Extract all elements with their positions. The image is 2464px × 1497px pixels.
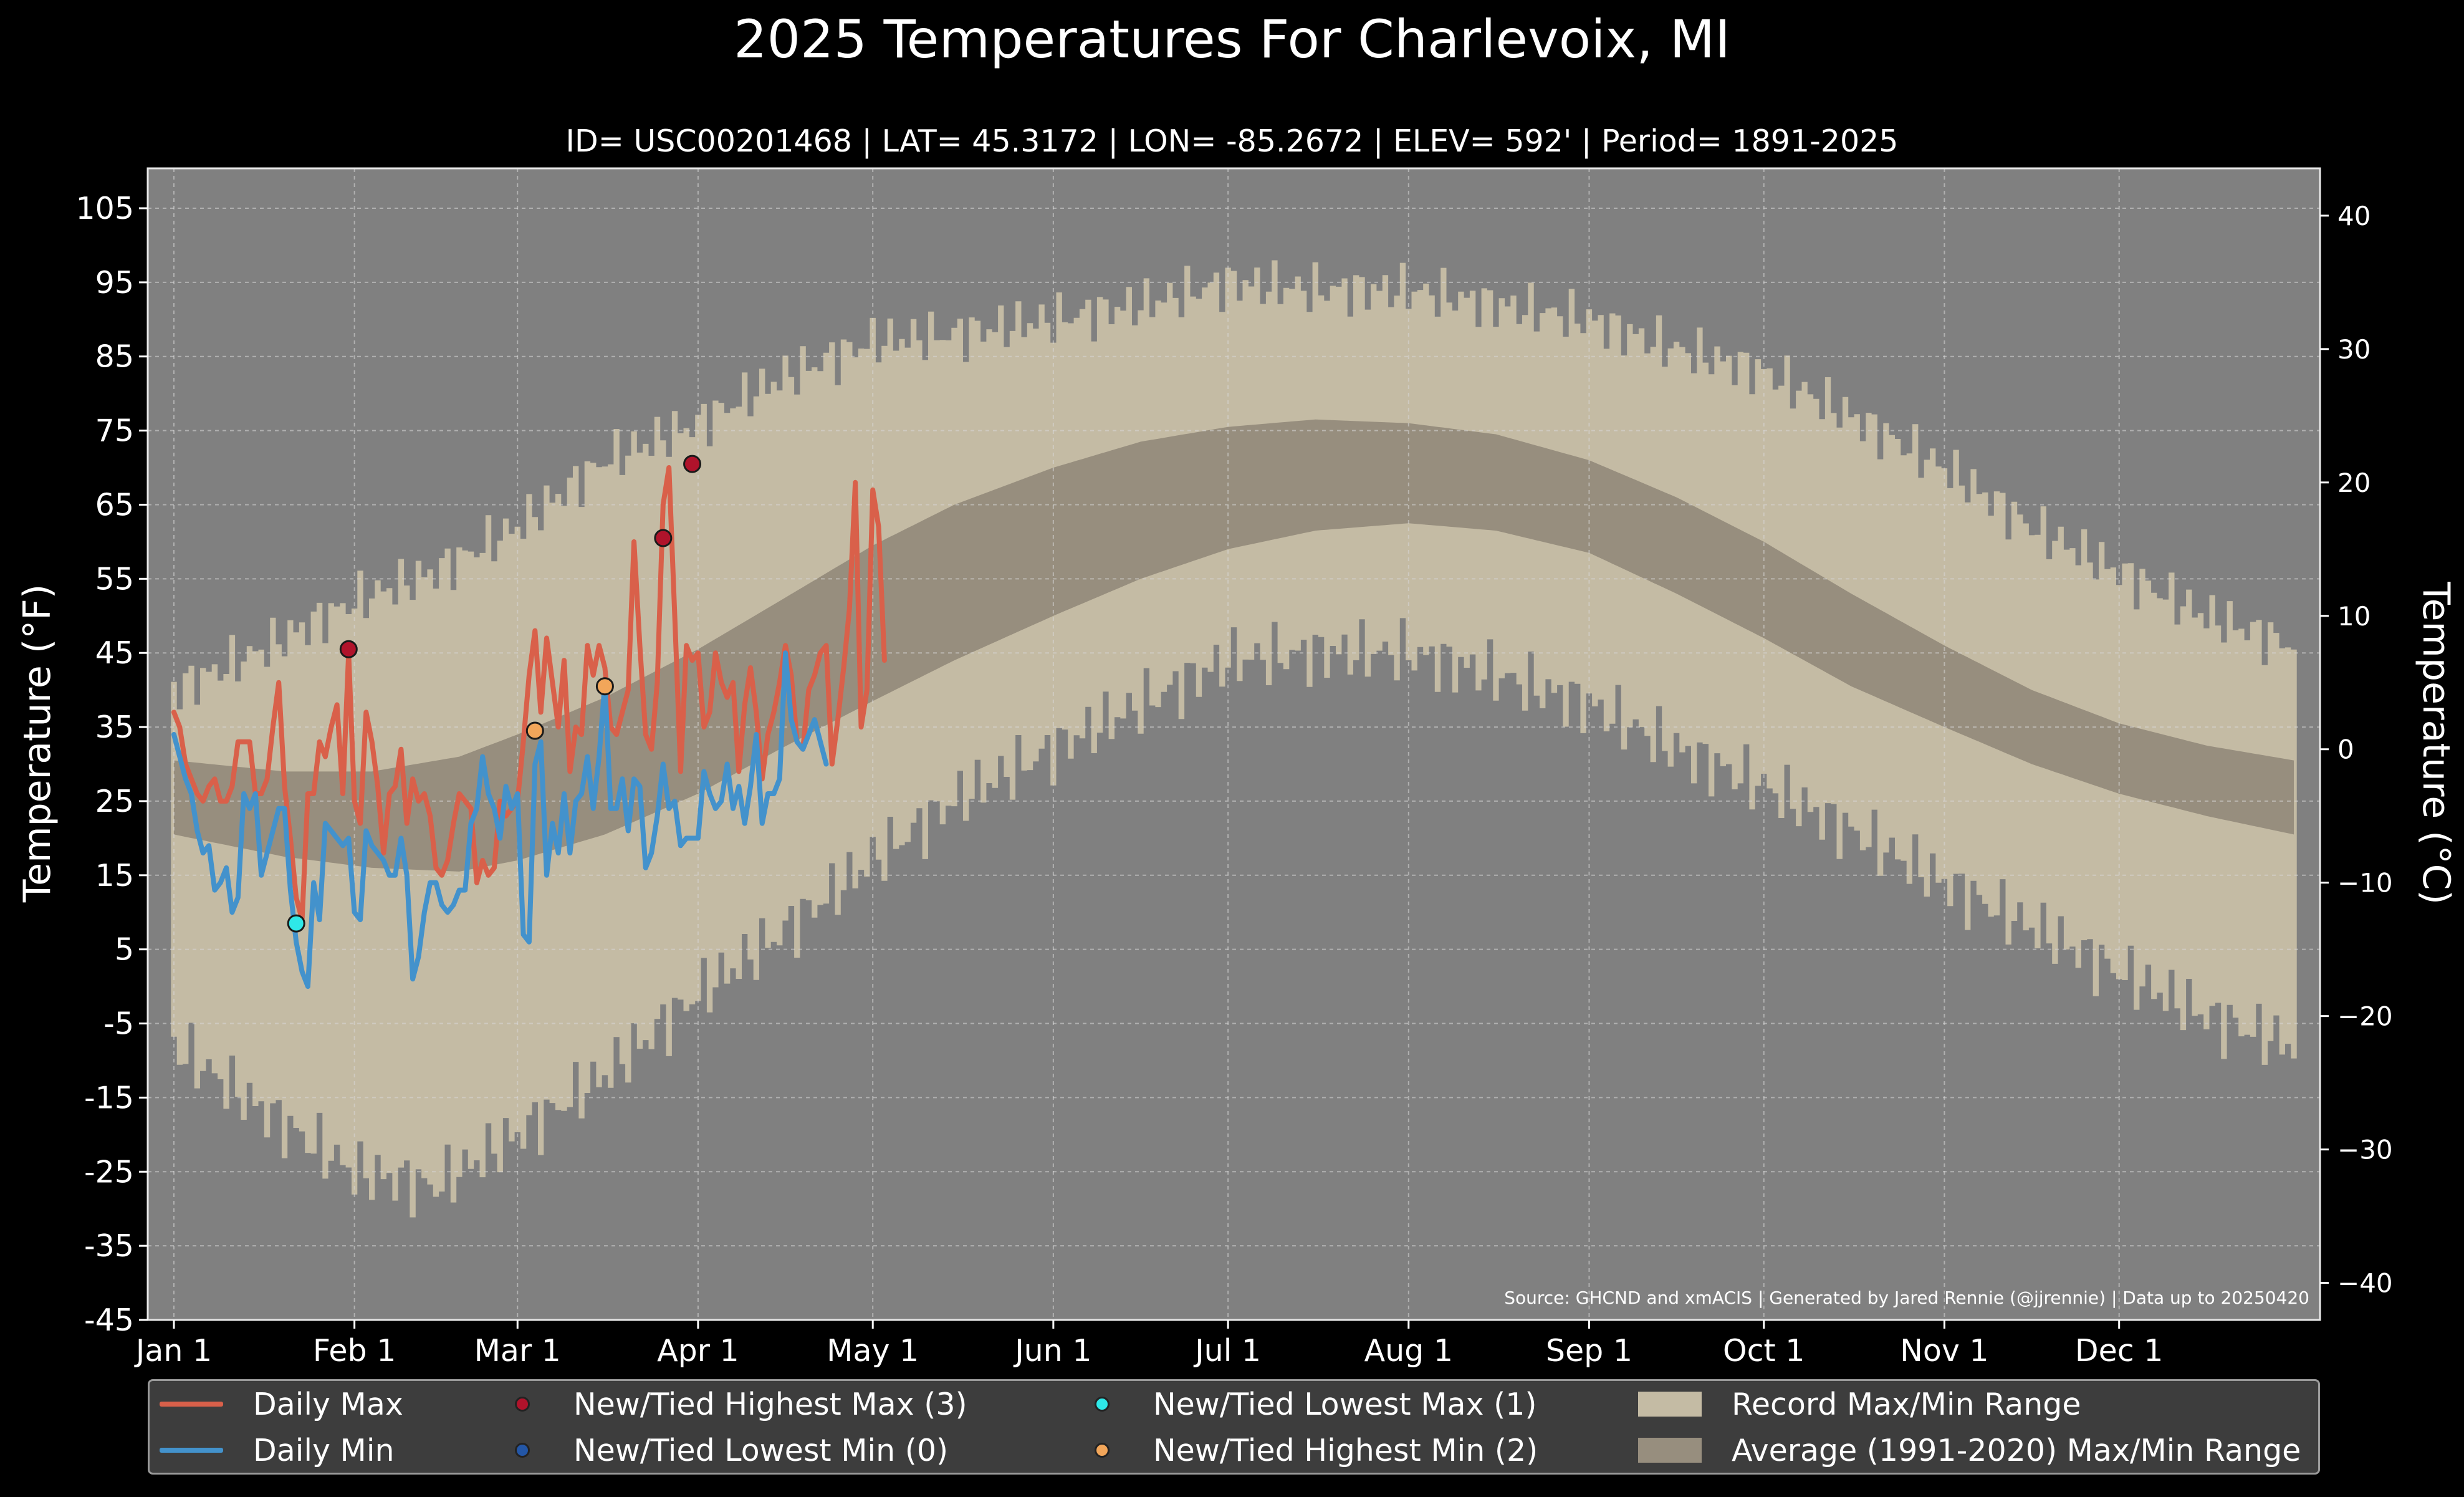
x-tick-label: Jun 1: [1013, 1333, 1091, 1369]
y-tick-label-f: 5: [115, 932, 134, 968]
plot-frame: [146, 167, 2321, 1321]
x-tick-label: Mar 1: [474, 1333, 561, 1369]
legend-new-highest-max: New/Tied Highest Max (3): [486, 1384, 967, 1425]
highest-max-marker: [654, 529, 673, 547]
y-tick-label-c: −40: [2337, 1268, 2393, 1299]
y-tick-label-c: 40: [2337, 201, 2371, 231]
y-tick-label-c: 30: [2337, 334, 2371, 365]
x-tick-label: Apr 1: [657, 1333, 739, 1369]
y-tick-label-f: 35: [95, 710, 134, 745]
y-tick-label-f: -45: [84, 1302, 134, 1338]
daily-max-line: [171, 465, 887, 923]
y-tick-label-c: 0: [2337, 734, 2354, 765]
legend-record-range: Record Max/Min Range: [1633, 1384, 2081, 1425]
x-tick-label: Sep 1: [1546, 1333, 1632, 1369]
y-tick-label-c: −10: [2337, 868, 2393, 898]
x-tick-label: Dec 1: [2075, 1333, 2164, 1369]
y-tick-label-f: 25: [95, 784, 134, 819]
y-tick-label-f: 45: [95, 635, 134, 671]
legend-new-lowest-max: New/Tied Lowest Max (1): [1066, 1384, 1537, 1425]
x-tick-label: May 1: [827, 1333, 919, 1369]
y-tick-label-f: 15: [95, 858, 134, 893]
y-axis-label-celsius: Temperature (°C): [2414, 581, 2458, 905]
y-tick-label-f: 75: [95, 413, 134, 449]
y-tick-label-f: 105: [75, 191, 134, 226]
y-tick-label-c: 20: [2337, 468, 2371, 498]
highest-min-marker: [595, 677, 614, 696]
y-tick-label-f: -35: [84, 1228, 134, 1264]
x-tick-label: Oct 1: [1723, 1333, 1805, 1369]
x-tick-label: Nov 1: [1900, 1333, 1988, 1369]
x-tick-label: Aug 1: [1364, 1333, 1453, 1369]
average-range-band: [174, 419, 2294, 872]
y-tick-label-f: -15: [84, 1080, 134, 1115]
highest-max-marker: [339, 640, 358, 658]
y-axis-label-fahrenheit: Temperature (°F): [16, 584, 59, 903]
y-tick-label-f: 85: [95, 339, 134, 375]
y-tick-label-f: 65: [95, 487, 134, 522]
daily-min-line: [171, 650, 829, 989]
y-tick-label-c: 10: [2337, 601, 2371, 632]
y-tick-label-f: 55: [95, 561, 134, 597]
legend-daily-min: Daily Min: [155, 1430, 395, 1471]
chart-subtitle: ID= USC00201468 | LAT= 45.3172 | LON= -8…: [565, 123, 1899, 159]
source-note: Source: GHCND and xmACIS | Generated by …: [1504, 1288, 2309, 1308]
chart-title: 2025 Temperatures For Charlevoix, MI: [734, 9, 1730, 70]
legend-average-range: Average (1991-2020) Max/Min Range: [1633, 1430, 2301, 1471]
x-tick-label: Jul 1: [1193, 1333, 1261, 1369]
y-tick-label-c: −20: [2337, 1001, 2393, 1032]
y-tick-label-f: -25: [84, 1154, 134, 1190]
y-tick-label-f: -5: [103, 1006, 134, 1042]
legend-daily-max: Daily Max: [155, 1384, 403, 1425]
x-tick-label: Feb 1: [313, 1333, 396, 1369]
highest-min-marker: [525, 721, 544, 740]
x-tick-label: Jan 1: [134, 1333, 212, 1369]
y-tick-label-c: −30: [2337, 1135, 2393, 1165]
legend-new-highest-min: New/Tied Highest Min (2): [1066, 1430, 1538, 1471]
record-range-band: [171, 260, 2297, 1218]
highest-max-marker: [683, 455, 702, 473]
lowest-max-marker: [287, 914, 305, 933]
legend-new-lowest-min: New/Tied Lowest Min (0): [486, 1430, 948, 1471]
temperature-chart: 105 95 85 75 65 55 45 35 25 15 5 -5 -15 -25 -35 -45 40 30…: [16, 167, 2458, 1369]
legend: Daily Max Daily Min New/Tied Highest Max…: [148, 1379, 2320, 1475]
y-tick-label-f: 95: [95, 265, 134, 301]
